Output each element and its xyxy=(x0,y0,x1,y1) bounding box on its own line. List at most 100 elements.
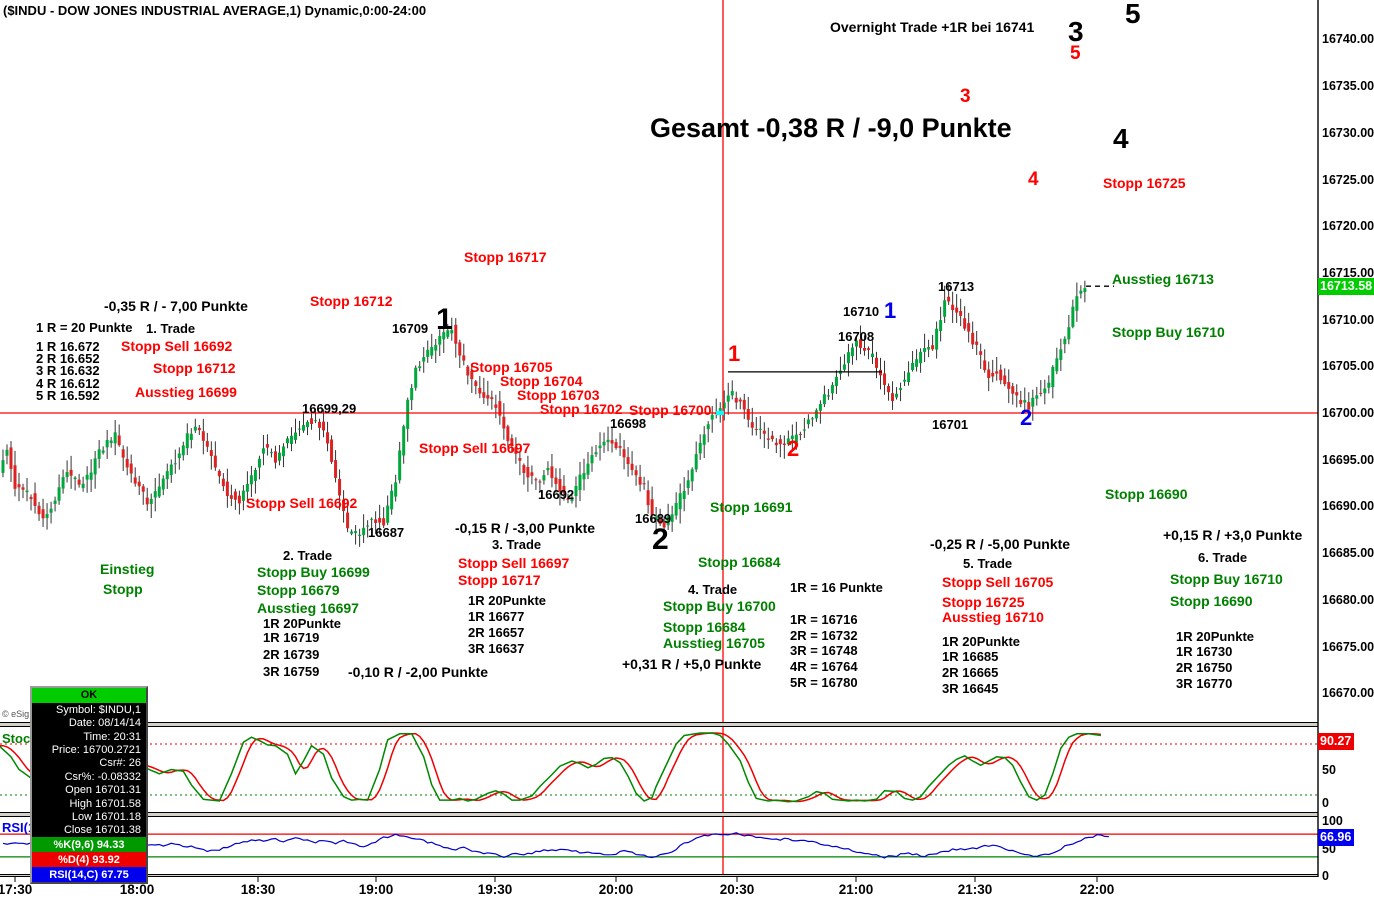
annotation-text: 2 xyxy=(1020,405,1033,430)
candle-body xyxy=(770,435,774,440)
candle-body xyxy=(181,445,185,456)
crosshair-marker xyxy=(716,411,724,415)
candle-body xyxy=(931,345,935,350)
candle-body xyxy=(875,357,879,368)
candle-body xyxy=(594,452,598,455)
annotation-text: Stopp 16679 xyxy=(257,582,340,598)
candle-body xyxy=(326,432,330,444)
annotation-text: Stopp Buy 16710 xyxy=(1170,571,1283,587)
candle-body xyxy=(830,384,834,394)
candle-body xyxy=(370,518,374,520)
candle-body xyxy=(526,466,530,478)
candle-body xyxy=(891,393,895,401)
candle-body xyxy=(610,440,614,444)
candle-body xyxy=(842,364,846,370)
candle-body xyxy=(486,395,490,399)
candle-body xyxy=(213,455,217,468)
candle-body xyxy=(975,341,979,345)
candle-body xyxy=(366,525,370,527)
price-tick-label: 16735.00 xyxy=(1322,79,1374,94)
annotation-text: Stopp 16684 xyxy=(698,554,781,570)
candle-body xyxy=(658,518,662,524)
candle-body xyxy=(646,490,650,506)
candle-body xyxy=(979,351,983,355)
candle-body xyxy=(49,508,53,513)
annotation-text: 2R = 16732 xyxy=(790,628,858,643)
candle-body xyxy=(734,397,738,403)
candle-body xyxy=(826,395,830,397)
candle-body xyxy=(77,479,81,485)
candle-body xyxy=(558,479,562,492)
candle-body xyxy=(678,493,682,510)
candle-body xyxy=(578,474,582,491)
candle-body xyxy=(686,480,690,489)
time-tick-label: 22:00 xyxy=(1079,882,1115,897)
candle-body xyxy=(883,373,887,385)
candle-body xyxy=(125,458,129,468)
price-tick-label: 16720.00 xyxy=(1322,219,1374,234)
candle-body xyxy=(786,438,790,445)
candle-body xyxy=(185,433,189,449)
candle-body xyxy=(494,404,498,408)
data-window-header[interactable]: OK xyxy=(32,688,146,703)
annotation-text: Gesamt -0,38 R / -9,0 Punkte xyxy=(650,113,1012,143)
candle-body xyxy=(963,318,967,329)
price-tick-label: 16710.00 xyxy=(1322,312,1374,327)
annotation-text: Stopp Buy 16699 xyxy=(257,564,370,580)
annotation-text: 2 xyxy=(652,523,669,556)
candle-body xyxy=(293,432,297,440)
panel-separator[interactable] xyxy=(0,722,1318,727)
candle-body xyxy=(554,477,558,484)
annotation-text: 2R 16665 xyxy=(942,665,999,680)
candle-body xyxy=(586,463,590,475)
candle-body xyxy=(1027,402,1031,410)
candle-body xyxy=(418,366,422,369)
candle-body xyxy=(177,453,181,459)
annotation-text: -0,10 R / -2,00 Punkte xyxy=(348,664,489,680)
stochastic-panel-label: Stoc xyxy=(2,731,31,746)
candle-body xyxy=(245,483,249,492)
annotation-text: 1 R = 20 Punkte xyxy=(36,320,133,335)
candle-body xyxy=(846,352,850,364)
data-window-row: Low 16701.18 xyxy=(71,810,141,823)
candle-body xyxy=(718,408,722,411)
candle-body xyxy=(951,304,955,311)
candle-body xyxy=(1055,358,1059,372)
candle-body xyxy=(662,521,666,528)
data-window[interactable]: OK Symbol: $INDU,1 Date: 08/14/14 Time: 20… xyxy=(30,686,148,884)
annotation-text: 1R = 16716 xyxy=(790,612,858,627)
candle-body xyxy=(706,424,710,430)
candle-body xyxy=(265,444,269,448)
candle-body xyxy=(113,432,117,444)
price-tick-label: 16740.00 xyxy=(1322,32,1374,47)
candle-body xyxy=(137,481,141,487)
candle-body xyxy=(241,490,245,501)
candle-body xyxy=(149,498,153,505)
candle-body xyxy=(726,395,730,402)
candle-body xyxy=(342,499,346,511)
annotation-text: Stopp Sell 16697 xyxy=(458,555,570,571)
candle-body xyxy=(273,451,277,463)
candle-body xyxy=(939,320,943,331)
annotation-text: Ausstieg 16710 xyxy=(942,609,1044,625)
candle-body xyxy=(414,367,418,388)
candle-body xyxy=(233,491,237,500)
candle-body xyxy=(65,472,69,478)
data-window-row: Csr%: -0.08332 xyxy=(64,770,141,783)
panel-separator[interactable] xyxy=(0,812,1318,817)
annotation-text: 1 xyxy=(884,298,897,323)
candle-body xyxy=(101,450,105,453)
annotation-text: 3 xyxy=(960,86,971,107)
annotation-text: 5 xyxy=(1070,43,1081,64)
annotation-text: Stopp 16690 xyxy=(1105,486,1188,502)
candle-body xyxy=(410,387,414,401)
panel-separator[interactable] xyxy=(0,874,1318,877)
candle-body xyxy=(482,392,486,398)
candle-body xyxy=(1079,290,1083,294)
candle-body xyxy=(209,450,213,456)
candle-body xyxy=(542,475,546,481)
candle-body xyxy=(534,479,538,481)
candle-body xyxy=(454,324,458,344)
data-window-rows: Symbol: $INDU,1 Date: 08/14/14 Time: 20:31… xyxy=(32,703,146,883)
